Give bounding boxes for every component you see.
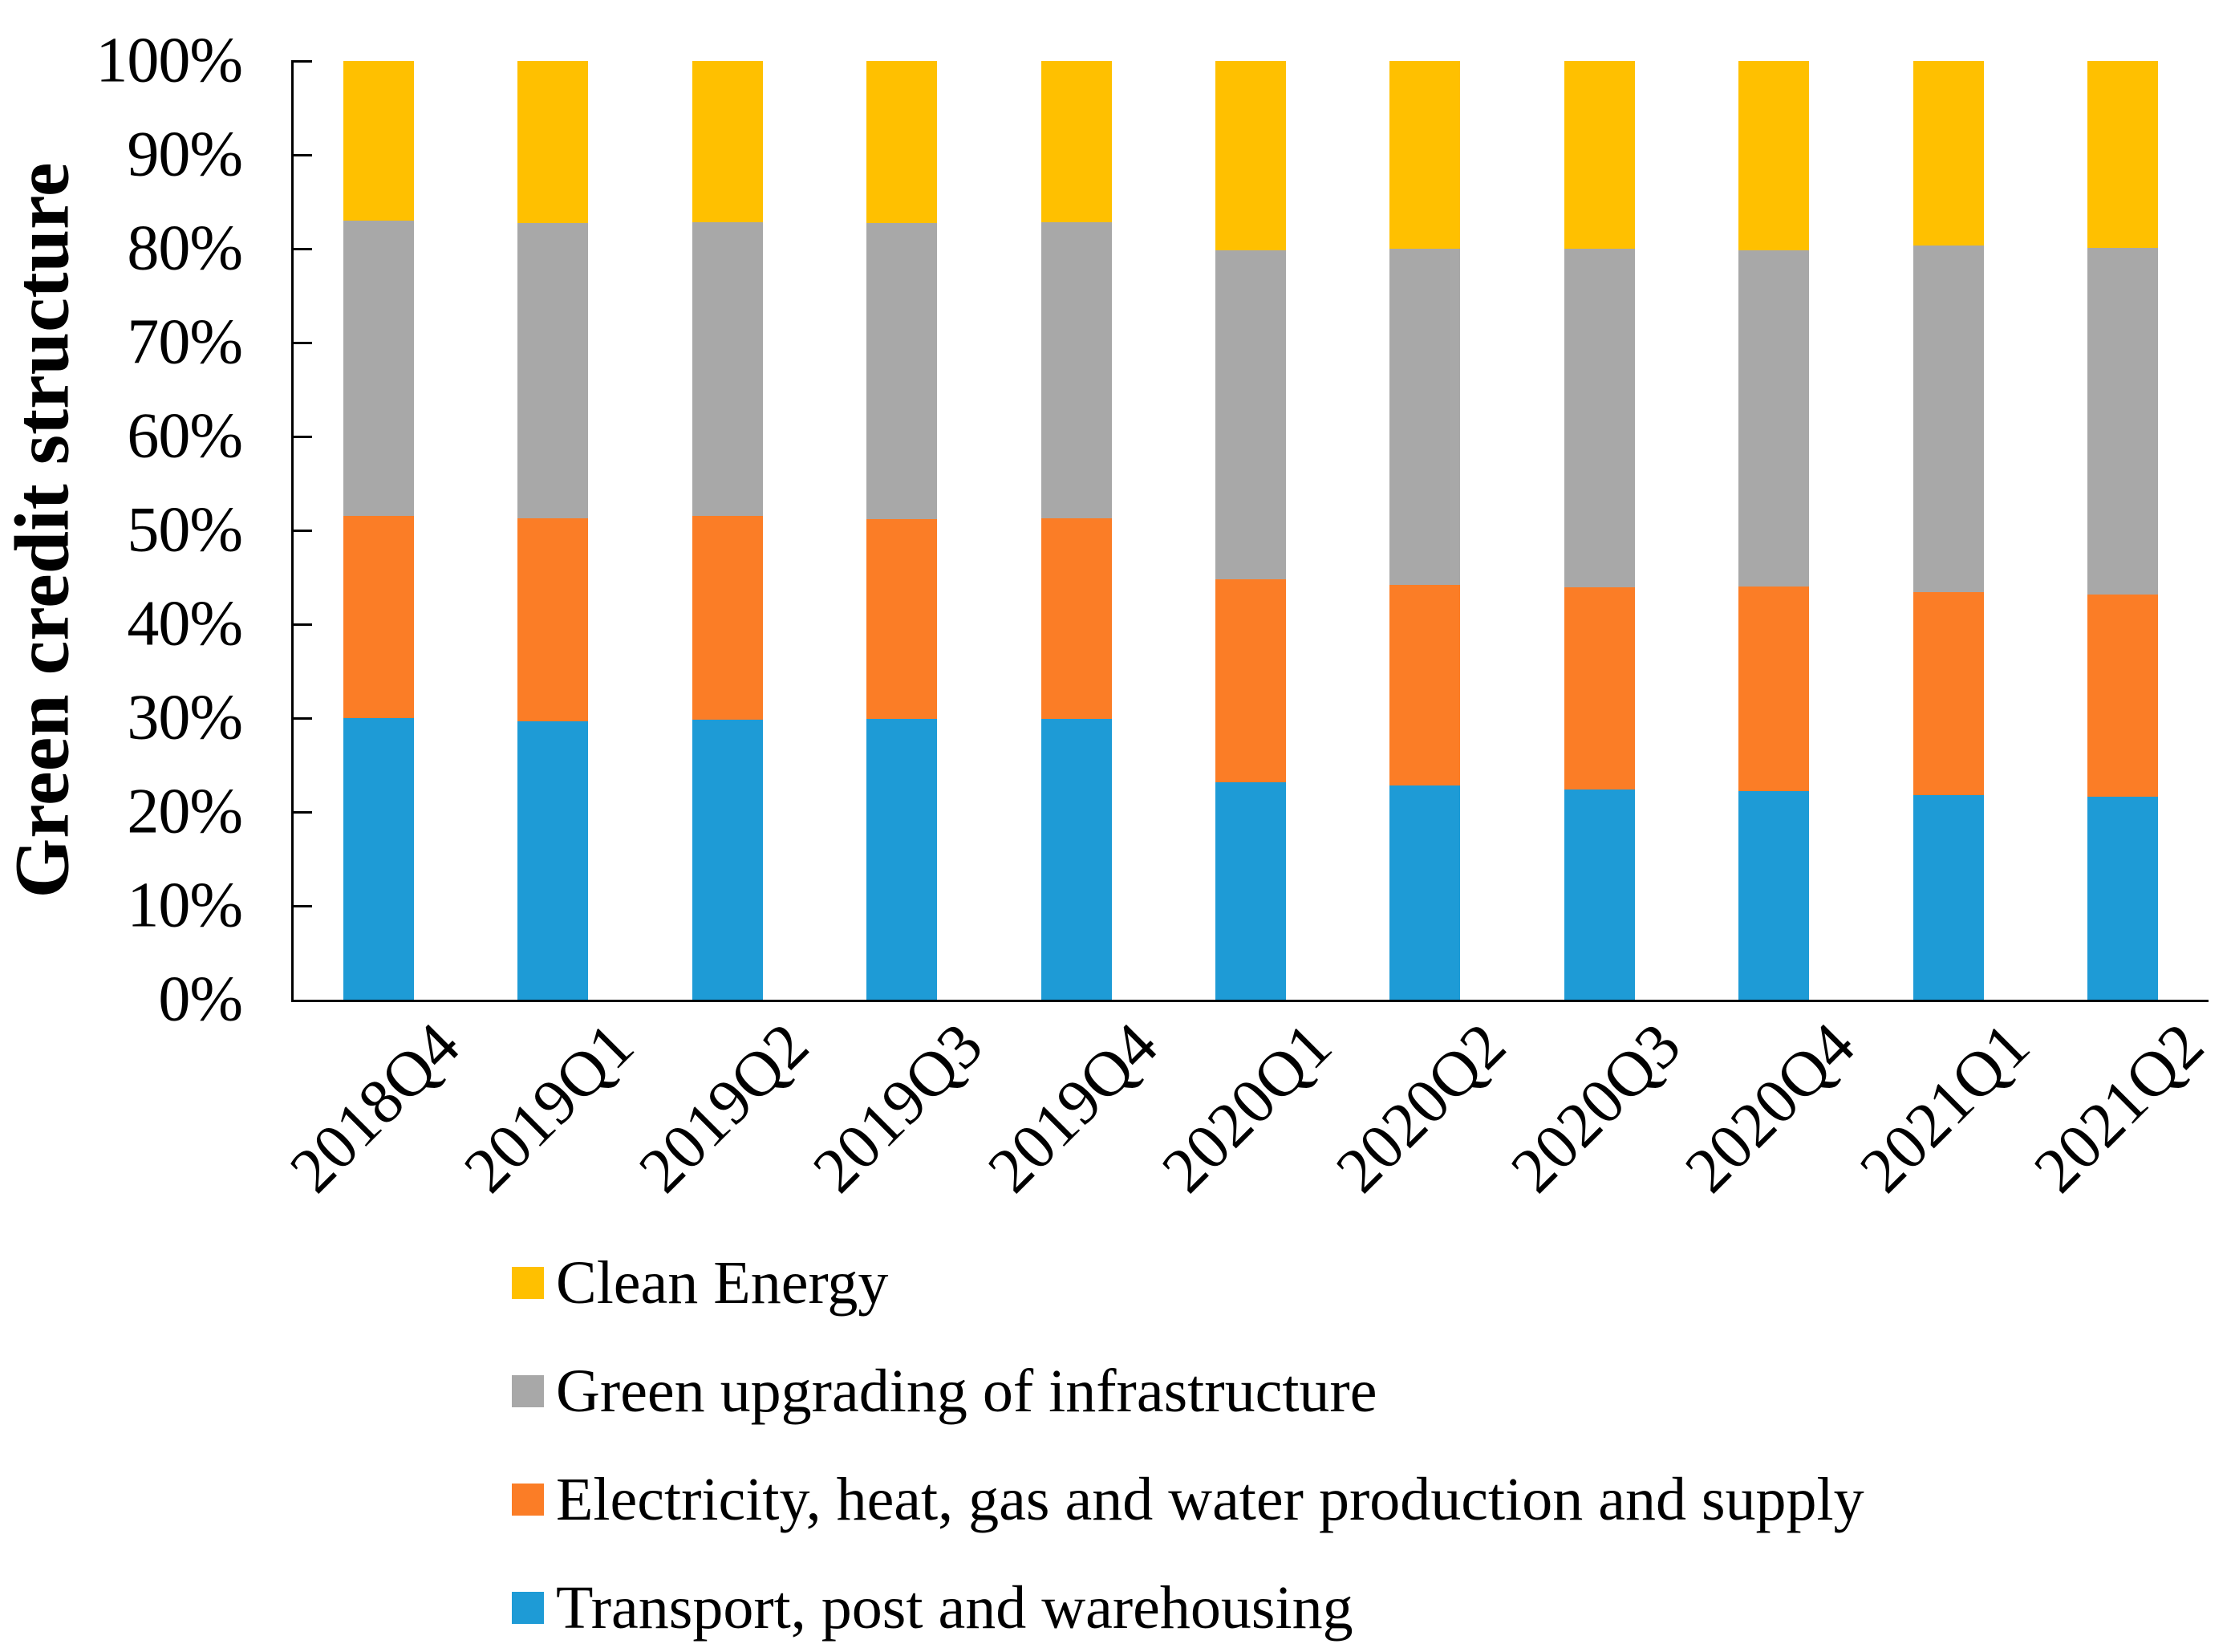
y-axis-tick: [291, 811, 312, 814]
bar-segment: [1913, 592, 1984, 795]
bar-segment: [866, 518, 937, 720]
x-tick-label: 2019Q2: [626, 1009, 822, 1207]
bar-segment: [1738, 791, 1809, 1000]
y-axis-tick: [291, 60, 312, 63]
bar-segment: [692, 516, 763, 720]
x-tick-label: 2018Q4: [277, 1009, 473, 1207]
bar-segment: [1913, 61, 1984, 246]
legend-item: Transport, post and warehousing: [512, 1577, 1353, 1638]
y-axis-tick: [291, 154, 312, 156]
bar-segment: [2087, 797, 2158, 1000]
bar-segment: [1564, 789, 1635, 1000]
bar-segment: [1913, 794, 1984, 1000]
bar-segment: [866, 223, 937, 519]
y-tick-label: 100%: [95, 25, 243, 96]
y-axis-tick: [291, 717, 312, 720]
bar-segment: [1389, 249, 1460, 585]
bar-segment: [343, 718, 414, 1000]
legend-label: Transport, post and warehousing: [556, 1574, 1353, 1642]
bar-segment: [1913, 246, 1984, 593]
x-tick-label: 2020Q3: [1498, 1009, 1694, 1207]
x-tick-label: 2019Q3: [800, 1009, 996, 1207]
bar-segment: [1738, 61, 1809, 251]
y-tick-label: 90%: [127, 119, 243, 190]
x-tick-label: 2020Q2: [1323, 1009, 1519, 1207]
y-tick-label: 10%: [127, 870, 243, 941]
legend-label: Green upgrading of infrastructure: [556, 1358, 1377, 1425]
x-tick-label: 2020Q4: [1672, 1009, 1868, 1207]
bar-segment: [1564, 61, 1635, 249]
bar-segment: [1389, 785, 1460, 1000]
bar-segment: [1564, 587, 1635, 789]
y-tick-label: 80%: [127, 213, 243, 284]
bar-segment: [2087, 61, 2158, 248]
legend-swatch: [512, 1484, 544, 1516]
bar-segment: [866, 61, 937, 224]
y-axis-tick: [291, 342, 312, 344]
bar-segment: [1564, 249, 1635, 588]
bar-segment: [1215, 61, 1286, 251]
bar-segment: [1041, 222, 1112, 518]
legend-label: Electricity, heat, gas and water product…: [556, 1466, 1864, 1533]
x-tick-label: 2019Q4: [975, 1009, 1171, 1207]
bar-segment: [1041, 719, 1112, 1000]
legend-label: Clean Energy: [556, 1249, 889, 1317]
y-tick-label: 70%: [127, 306, 243, 378]
bar-segment: [2087, 594, 2158, 798]
bar-segment: [1389, 61, 1460, 249]
y-axis-tick: [291, 623, 312, 626]
legend-item: Green upgrading of infrastructure: [512, 1361, 1377, 1422]
bar-segment: [1738, 587, 1809, 792]
bar-segment: [517, 720, 588, 1000]
bar-segment: [1041, 61, 1112, 223]
bar-segment: [692, 222, 763, 517]
x-tick-label: 2021Q1: [1847, 1009, 2043, 1207]
x-tick-label: 2020Q1: [1149, 1009, 1345, 1207]
bar-segment: [343, 516, 414, 718]
y-tick-label: 20%: [127, 776, 243, 847]
y-tick-label: 40%: [127, 588, 243, 660]
bar-segment: [866, 719, 937, 1000]
x-tick-label: 2021Q2: [2021, 1009, 2217, 1207]
bar-segment: [343, 220, 414, 517]
bar-segment: [1215, 250, 1286, 579]
legend-item: Clean Energy: [512, 1252, 888, 1313]
y-axis-tick: [291, 436, 312, 438]
y-tick-label: 50%: [127, 494, 243, 566]
bar-segment: [1215, 781, 1286, 1000]
x-tick-label: 2019Q1: [451, 1009, 647, 1207]
bar-segment: [692, 61, 763, 223]
y-tick-label: 60%: [127, 400, 243, 472]
legend-item: Electricity, heat, gas and water product…: [512, 1469, 1864, 1530]
bar-segment: [343, 61, 414, 221]
bar-segment: [517, 223, 588, 518]
y-axis-tick: [291, 905, 312, 907]
y-axis-tick: [291, 248, 312, 250]
x-axis-line: [291, 1000, 2209, 1002]
y-tick-label: 0%: [158, 964, 243, 1035]
y-tick-label: 30%: [127, 682, 243, 753]
bar-segment: [2087, 247, 2158, 595]
bar-segment: [1041, 518, 1112, 720]
legend-swatch: [512, 1375, 544, 1407]
bar-segment: [1738, 250, 1809, 587]
bar-segment: [1215, 578, 1286, 782]
y-axis-tick: [291, 530, 312, 532]
bar-segment: [517, 61, 588, 224]
legend-swatch: [512, 1267, 544, 1299]
bar-segment: [692, 720, 763, 1000]
bar-segment: [1389, 584, 1460, 786]
bar-segment: [517, 518, 588, 721]
legend-swatch: [512, 1592, 544, 1624]
